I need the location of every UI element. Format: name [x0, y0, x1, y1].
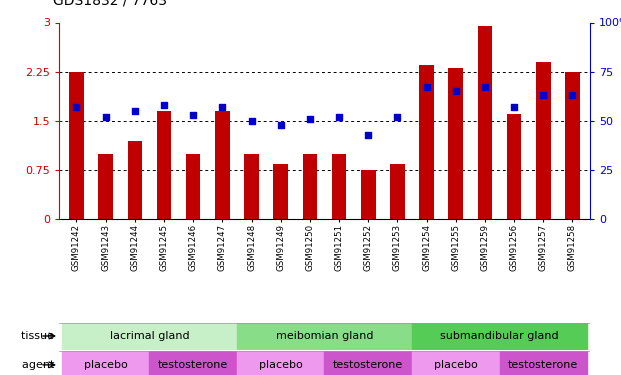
Bar [324, 351, 412, 375]
Bar [237, 322, 412, 350]
Bar [478, 26, 492, 219]
Bar [499, 351, 587, 375]
Point [509, 104, 519, 110]
Point [130, 108, 140, 114]
Point [538, 92, 548, 98]
Point [422, 84, 432, 90]
Bar [62, 351, 150, 375]
Text: GDS1832 / 7763: GDS1832 / 7763 [53, 0, 167, 8]
Point [188, 112, 198, 118]
Text: placebo: placebo [84, 360, 127, 370]
Bar [244, 154, 259, 219]
Bar [127, 141, 142, 219]
Point [334, 114, 344, 120]
Bar [536, 62, 551, 219]
Bar [302, 154, 317, 219]
Point [480, 84, 490, 90]
Bar [412, 351, 499, 375]
Text: placebo: placebo [259, 360, 302, 370]
Bar [390, 164, 405, 219]
Text: agent: agent [22, 360, 58, 370]
Point [451, 88, 461, 94]
Point [71, 104, 81, 110]
Text: testosterone: testosterone [333, 360, 404, 370]
Point [159, 102, 169, 108]
Bar [565, 72, 580, 219]
Bar [98, 154, 113, 219]
Text: testosterone: testosterone [158, 360, 229, 370]
Point [276, 122, 286, 128]
Bar [156, 111, 171, 219]
Point [363, 132, 373, 138]
Bar [237, 351, 324, 375]
Point [305, 116, 315, 122]
Point [217, 104, 227, 110]
Point [101, 114, 111, 120]
Bar [186, 154, 201, 219]
Point [568, 92, 578, 98]
Text: testosterone: testosterone [508, 360, 578, 370]
Bar [448, 68, 463, 219]
Text: placebo: placebo [434, 360, 478, 370]
Text: submandibular gland: submandibular gland [440, 331, 559, 341]
Bar [332, 154, 347, 219]
Bar [412, 322, 587, 350]
Text: tissue: tissue [21, 331, 58, 341]
Bar [215, 111, 230, 219]
Text: lacrimal gland: lacrimal gland [110, 331, 189, 341]
Bar [419, 65, 434, 219]
Bar [273, 164, 288, 219]
Point [247, 118, 256, 124]
Bar [361, 170, 376, 219]
Point [392, 114, 402, 120]
Bar [507, 114, 522, 219]
Text: meibomian gland: meibomian gland [276, 331, 373, 341]
Bar [62, 322, 237, 350]
Bar [150, 351, 237, 375]
Bar [69, 72, 84, 219]
